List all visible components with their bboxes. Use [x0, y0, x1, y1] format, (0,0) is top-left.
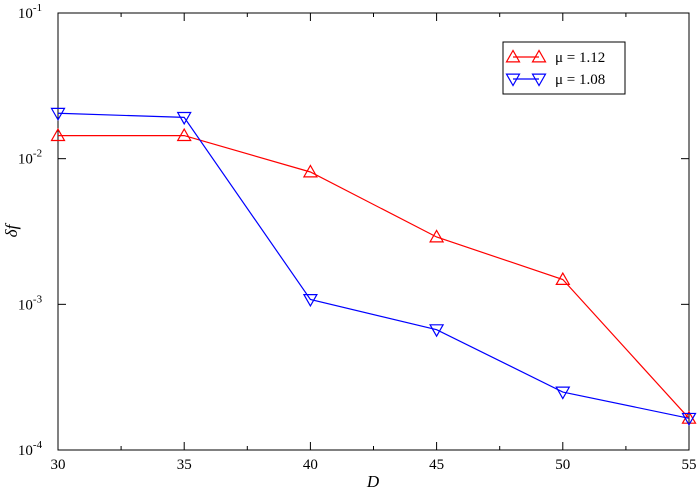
- x-axis-label: D: [366, 472, 380, 489]
- series-line: [57, 112, 690, 419]
- legend: μ = 1.12 μ = 1.08: [502, 41, 626, 95]
- data-point: [50, 107, 66, 121]
- legend-marker: [531, 49, 547, 63]
- y-tick-label: 10-4: [18, 439, 43, 459]
- series-line: [58, 134, 690, 419]
- x-tick-label: 30: [51, 457, 66, 473]
- x-tick-label: 55: [682, 457, 697, 473]
- y-tick-label: 10-3: [18, 293, 43, 313]
- data-point: [302, 293, 318, 308]
- data-point: [429, 324, 445, 338]
- data-point: [555, 386, 571, 400]
- data-point: [176, 111, 192, 126]
- legend-marker: [505, 49, 521, 63]
- x-tick-label: 50: [555, 457, 570, 473]
- data-point: [555, 271, 571, 286]
- legend-marker: [531, 73, 547, 87]
- legend-label: μ = 1.12: [555, 50, 605, 66]
- ticks: 30 35 40 45 50 55 10-4 10-3 10-2 10-1: [18, 2, 697, 473]
- data-point: [50, 127, 66, 142]
- series-2: [50, 107, 697, 427]
- legend-marker: [505, 73, 521, 87]
- series-1: [50, 127, 697, 424]
- x-tick-label: 45: [429, 457, 444, 473]
- legend-label: μ = 1.08: [555, 72, 605, 88]
- y-axis-label: δf: [2, 222, 21, 237]
- data-point: [681, 412, 697, 427]
- data-point: [429, 229, 445, 243]
- x-tick-label: 40: [303, 457, 318, 473]
- data-point: [176, 127, 192, 142]
- y-tick-label: 10-2: [18, 148, 42, 168]
- x-tick-label: 35: [177, 457, 192, 473]
- series-layer: [50, 107, 697, 427]
- y-tick-label: 10-1: [18, 2, 42, 22]
- legend-box: [502, 41, 626, 95]
- data-point: [302, 164, 318, 178]
